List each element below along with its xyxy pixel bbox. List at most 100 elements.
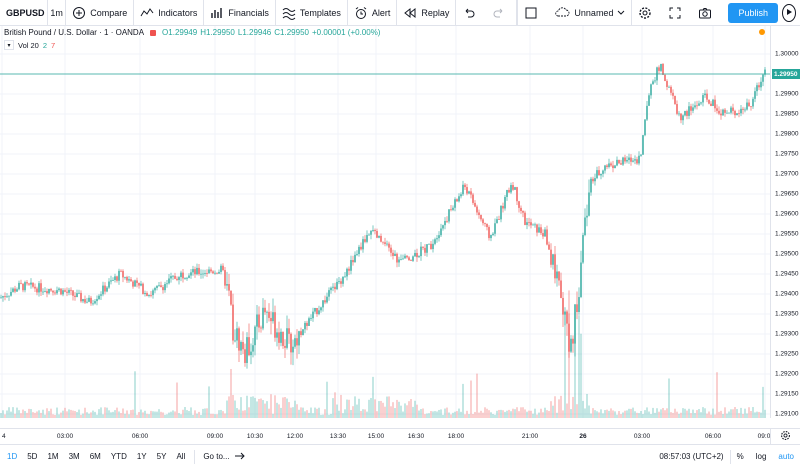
settings-button[interactable] <box>632 0 662 26</box>
financials-button[interactable]: Financials <box>204 0 276 26</box>
layout-name-button[interactable]: Unnamed <box>548 0 633 26</box>
candle-body <box>382 241 384 243</box>
volume-bar <box>86 412 88 418</box>
goto-button[interactable]: Go to... <box>194 449 253 464</box>
auto-scale-toggle[interactable]: auto <box>778 452 794 461</box>
price-chart[interactable] <box>0 26 770 428</box>
volume-bar <box>176 382 178 418</box>
volume-bar <box>602 413 604 418</box>
candle-body <box>716 108 718 111</box>
collapse-legend-button[interactable]: ▾ <box>4 40 14 50</box>
candle-body <box>424 247 426 253</box>
candle-body <box>390 247 392 253</box>
indicators-button[interactable]: Indicators <box>134 0 205 26</box>
volume-bar <box>480 410 482 418</box>
candle-body <box>638 155 640 164</box>
volume-bar <box>42 409 44 418</box>
time-scale[interactable]: 4 03:00 06:00 09:00 10:30 12:00 13:30 15:00 16:3… <box>0 428 770 444</box>
candle-body <box>462 184 464 195</box>
candle-body <box>66 291 68 293</box>
volume-bar <box>700 412 702 418</box>
candle-body <box>260 327 262 329</box>
range-ytd[interactable]: YTD <box>110 452 127 461</box>
candle-body <box>710 103 712 106</box>
alert-button[interactable]: Alert <box>348 0 398 26</box>
candle-body <box>406 255 408 258</box>
snapshot-button[interactable] <box>692 0 722 26</box>
range-5y[interactable]: 5Y <box>156 452 167 461</box>
candle-body <box>482 219 484 224</box>
volume-bar <box>692 409 694 418</box>
symbol-search[interactable]: GBPUSD <box>0 0 48 26</box>
volume-bar <box>48 411 50 418</box>
volume-bar <box>398 401 400 418</box>
clock[interactable]: 08:57:03 (UTC+2) <box>659 452 724 461</box>
candle-body <box>500 205 502 220</box>
range-1y[interactable]: 1Y <box>136 452 147 461</box>
volume-bar <box>112 411 114 418</box>
cloud-icon <box>554 6 570 20</box>
publish-button[interactable]: Publish <box>728 2 778 23</box>
volume-bar <box>272 413 274 418</box>
candle-body <box>68 289 70 293</box>
volume-bar <box>66 411 68 418</box>
interval-button[interactable]: 1m <box>48 0 67 26</box>
templates-button[interactable]: Templates <box>276 0 348 26</box>
chart-settings-button[interactable] <box>770 428 800 444</box>
select-layout-button[interactable] <box>517 0 548 26</box>
compare-button[interactable]: Compare <box>66 0 135 26</box>
candle-body <box>526 222 528 225</box>
volume-bar <box>96 414 98 418</box>
range-3m[interactable]: 3M <box>68 452 80 461</box>
volume-bar <box>132 409 134 418</box>
candle-body <box>446 220 448 222</box>
play-button[interactable] <box>781 3 796 22</box>
candle-body <box>166 283 168 285</box>
volume-bar <box>270 394 272 418</box>
replay-button[interactable]: Replay <box>397 0 457 26</box>
range-1m[interactable]: 1M <box>47 452 59 461</box>
volume-bar <box>232 394 234 418</box>
volume-bar <box>634 411 636 418</box>
volume-bar <box>54 414 56 418</box>
range-6m[interactable]: 6M <box>89 452 101 461</box>
volume-bar <box>728 411 730 418</box>
price-tick: 1.29500 <box>775 250 799 258</box>
candle-body <box>414 252 416 257</box>
volume-bar <box>280 407 282 418</box>
time-tick: 06:00 <box>131 433 149 440</box>
candle-body <box>242 342 244 350</box>
range-1d[interactable]: 1D <box>7 452 18 461</box>
range-all[interactable]: All <box>176 452 186 461</box>
volume-down-value: 7 <box>51 40 56 50</box>
range-5d[interactable]: 5D <box>27 452 38 461</box>
candle-body <box>326 296 328 303</box>
candle-body <box>312 311 314 319</box>
candle-body <box>320 307 322 311</box>
candle-body <box>358 246 360 254</box>
undo-button[interactable] <box>456 0 486 26</box>
chart-pane[interactable]: British Pound / U.S. Dollar · 1 · OANDA … <box>0 26 800 444</box>
candle-body <box>244 349 246 363</box>
volume-bar <box>420 409 422 418</box>
volume-bar <box>606 409 608 418</box>
volume-bar <box>688 408 690 418</box>
candle-body <box>454 199 456 208</box>
volume-bar <box>356 404 358 418</box>
volume-bar <box>756 411 758 418</box>
volume-bar <box>310 407 312 418</box>
volume-bar <box>552 405 554 418</box>
volume-bar <box>218 410 220 418</box>
log-scale-toggle[interactable]: log <box>755 452 767 461</box>
volume-bar <box>238 409 240 418</box>
price-tick: 1.29900 <box>775 90 799 98</box>
candle-body <box>430 243 432 250</box>
candle-body <box>218 271 220 274</box>
candle-body <box>352 260 354 263</box>
candle-body <box>230 290 232 305</box>
percent-scale-toggle[interactable]: % <box>736 452 744 461</box>
price-scale[interactable]: 1.30000 1.29950 1.29900 1.29850 1.29800 1.297… <box>770 26 800 418</box>
fullscreen-button[interactable] <box>662 0 692 26</box>
volume-bar <box>668 378 670 418</box>
redo-button[interactable] <box>486 0 518 26</box>
